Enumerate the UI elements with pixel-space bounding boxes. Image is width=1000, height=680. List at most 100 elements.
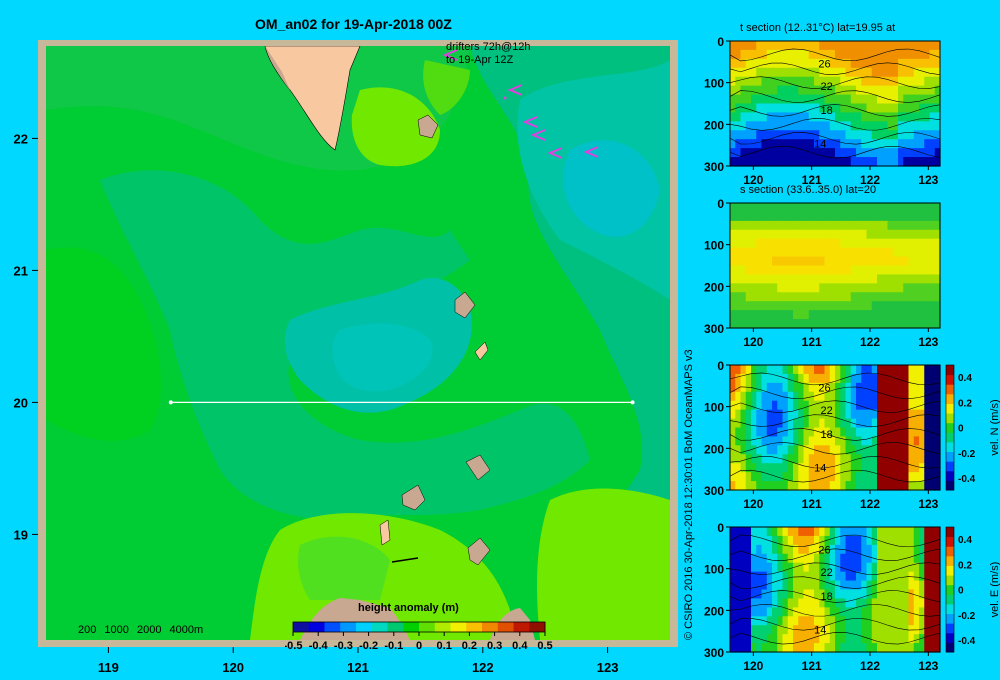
section-cell [824, 319, 831, 329]
map-x-tick-label: 120 [222, 660, 244, 675]
section-cell [882, 382, 889, 393]
section-cell [866, 229, 873, 240]
section-cell [808, 256, 815, 267]
section-cell [840, 139, 847, 149]
colorbar-tick-label: -0.4 [309, 640, 329, 652]
section-cell [913, 58, 920, 69]
section-y-tick-label: 0 [717, 359, 724, 373]
section-cell [845, 400, 852, 411]
section-cell [877, 445, 883, 455]
section-cell [798, 148, 805, 158]
section-y-tick-label: 300 [704, 484, 724, 498]
section-cell [735, 634, 742, 644]
section-cell [730, 409, 736, 420]
section-cell [798, 139, 805, 149]
contour-line [729, 76, 941, 89]
section-cell [819, 229, 826, 240]
section-cell [835, 643, 841, 653]
section-cell [829, 472, 836, 482]
section-cell [735, 283, 742, 293]
section-cell [735, 203, 742, 213]
section-cell [761, 319, 768, 329]
section-cell [845, 265, 852, 276]
section-line-end [630, 400, 635, 405]
section-cell [761, 211, 768, 222]
section-cell [898, 472, 904, 482]
section-cell [898, 373, 904, 384]
section-cell [824, 157, 831, 167]
section-cell [730, 256, 736, 267]
section-cell [814, 427, 820, 438]
section-cell [898, 607, 904, 617]
section-cell [819, 157, 826, 167]
section-cell [803, 76, 810, 87]
section-cell [840, 535, 847, 546]
section-cell [934, 418, 941, 429]
section-cell [887, 148, 894, 158]
section-cell [877, 112, 883, 122]
section-cell [866, 598, 873, 608]
section-cell [913, 418, 920, 429]
section-cell [866, 112, 873, 122]
section-cell [782, 310, 789, 320]
section-cell [934, 211, 941, 222]
section-cell [892, 265, 899, 276]
section-cell [877, 589, 883, 600]
section-cell [866, 238, 873, 249]
section-cell [793, 49, 799, 60]
section-cell [766, 481, 773, 491]
section-cell [861, 553, 868, 564]
section-cell [766, 292, 773, 302]
contour-label: 22 [820, 405, 832, 417]
section-cell [766, 157, 773, 167]
section-cell [908, 121, 915, 131]
section-cell [772, 436, 778, 446]
section-cell [919, 427, 925, 438]
section-cell [772, 157, 778, 167]
colorbar-swatch [529, 622, 546, 632]
colorbar-tick-label: 0.1 [437, 640, 452, 652]
section-cell [730, 67, 736, 78]
section-cell [814, 265, 820, 276]
section-cell [929, 274, 936, 284]
section-cell [929, 41, 936, 51]
section-cell [740, 112, 747, 122]
section-cell [840, 454, 847, 464]
section-cell [845, 76, 852, 87]
section-cell [819, 436, 826, 446]
section-cell [898, 454, 904, 464]
section-cell [934, 220, 941, 231]
section-cell [824, 625, 831, 635]
section-cell [934, 130, 941, 140]
section-cell [766, 220, 773, 231]
section-cell [808, 301, 815, 311]
section-cell [751, 112, 757, 122]
section-cell [924, 400, 931, 411]
section-cell [793, 535, 799, 546]
section-cell [740, 373, 747, 384]
section-cell [793, 373, 799, 384]
section-cell [866, 301, 873, 311]
section-cell [887, 544, 894, 555]
section-cell [856, 67, 862, 78]
section-cell [798, 535, 805, 546]
section-cell [787, 409, 794, 420]
section-cell [882, 535, 889, 546]
section-cell [898, 616, 904, 626]
section-cell [782, 571, 789, 582]
section-cell [772, 292, 778, 302]
section-cell [772, 365, 778, 375]
section-cell [819, 580, 826, 591]
section-cell [850, 527, 857, 537]
section-cell [761, 472, 768, 482]
section-cell [782, 391, 789, 402]
section-cell [745, 319, 752, 329]
section-cell [735, 112, 742, 122]
drifter-dot [503, 96, 507, 100]
section-cell [924, 41, 931, 51]
section-cell [745, 607, 752, 617]
section-cell [861, 481, 868, 491]
section-cell [803, 139, 810, 149]
section-cell [793, 580, 799, 591]
section-cell [814, 58, 820, 69]
